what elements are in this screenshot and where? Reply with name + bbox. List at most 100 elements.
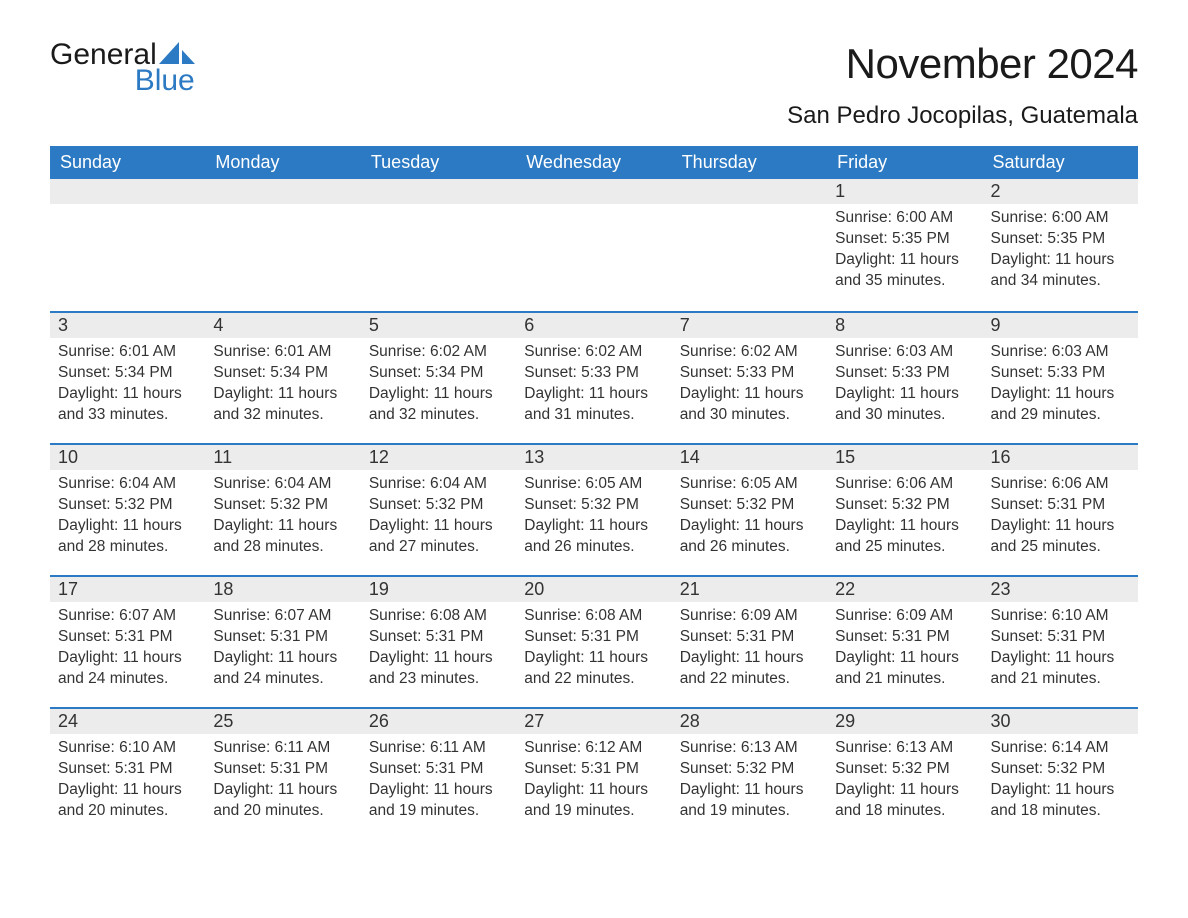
day-number: 14 [672, 443, 827, 470]
sunrise-text: Sunrise: 6:12 AM [524, 738, 663, 759]
daylight-text: Daylight: 11 hours and 19 minutes. [369, 780, 508, 822]
day-number: 27 [516, 707, 671, 734]
sunset-text: Sunset: 5:31 PM [680, 627, 819, 648]
day-header: Friday [827, 146, 982, 179]
daylight-text: Daylight: 11 hours and 34 minutes. [991, 250, 1130, 292]
daylight-text: Daylight: 11 hours and 27 minutes. [369, 516, 508, 558]
header: General Blue November 2024 San Pedro Joc… [50, 40, 1138, 140]
daylight-text: Daylight: 11 hours and 35 minutes. [835, 250, 974, 292]
sunset-text: Sunset: 5:33 PM [991, 363, 1130, 384]
day-header: Thursday [672, 146, 827, 179]
month-title: November 2024 [787, 40, 1138, 88]
day-details: Sunrise: 6:06 AMSunset: 5:31 PMDaylight:… [983, 470, 1138, 558]
calendar-cell [516, 179, 671, 311]
calendar-cell: 21Sunrise: 6:09 AMSunset: 5:31 PMDayligh… [672, 575, 827, 707]
daylight-text: Daylight: 11 hours and 24 minutes. [58, 648, 197, 690]
sunrise-text: Sunrise: 6:04 AM [213, 474, 352, 495]
day-number: 1 [827, 179, 982, 204]
day-number: 24 [50, 707, 205, 734]
daylight-text: Daylight: 11 hours and 28 minutes. [213, 516, 352, 558]
day-number: 2 [983, 179, 1138, 204]
daylight-text: Daylight: 11 hours and 30 minutes. [680, 384, 819, 426]
sunset-text: Sunset: 5:32 PM [369, 495, 508, 516]
daylight-text: Daylight: 11 hours and 33 minutes. [58, 384, 197, 426]
sunset-text: Sunset: 5:32 PM [524, 495, 663, 516]
calendar-cell: 7Sunrise: 6:02 AMSunset: 5:33 PMDaylight… [672, 311, 827, 443]
calendar-cell: 24Sunrise: 6:10 AMSunset: 5:31 PMDayligh… [50, 707, 205, 839]
daylight-text: Daylight: 11 hours and 25 minutes. [835, 516, 974, 558]
day-number: 16 [983, 443, 1138, 470]
sunset-text: Sunset: 5:31 PM [835, 627, 974, 648]
daylight-text: Daylight: 11 hours and 26 minutes. [680, 516, 819, 558]
calendar-cell: 22Sunrise: 6:09 AMSunset: 5:31 PMDayligh… [827, 575, 982, 707]
calendar-cell: 11 Sunrise: 6:04 AMSunset: 5:32 PMDayligh… [205, 443, 360, 575]
sunrise-text: Sunrise: 6:04 AM [369, 474, 508, 495]
sunset-text: Sunset: 5:32 PM [835, 495, 974, 516]
calendar-cell: 29Sunrise: 6:13 AMSunset: 5:32 PMDayligh… [827, 707, 982, 839]
daylight-text: Daylight: 11 hours and 24 minutes. [213, 648, 352, 690]
day-number: 3 [50, 311, 205, 338]
day-details: Sunrise: 6:02 AMSunset: 5:33 PMDaylight:… [516, 338, 671, 426]
calendar-cell: 16Sunrise: 6:06 AMSunset: 5:31 PMDayligh… [983, 443, 1138, 575]
day-details: Sunrise: 6:01 AMSunset: 5:34 PMDaylight:… [205, 338, 360, 426]
day-details: Sunrise: 6:11 AMSunset: 5:31 PMDaylight:… [361, 734, 516, 822]
daylight-text: Daylight: 11 hours and 30 minutes. [835, 384, 974, 426]
day-number: 22 [827, 575, 982, 602]
calendar-cell: 27Sunrise: 6:12 AMSunset: 5:31 PMDayligh… [516, 707, 671, 839]
day-header: Sunday [50, 146, 205, 179]
sunrise-text: Sunrise: 6:03 AM [991, 342, 1130, 363]
day-details: Sunrise: 6:08 AMSunset: 5:31 PMDaylight:… [361, 602, 516, 690]
sunset-text: Sunset: 5:32 PM [680, 759, 819, 780]
logo-text-blue: Blue [135, 64, 195, 97]
calendar-cell: 20Sunrise: 6:08 AMSunset: 5:31 PMDayligh… [516, 575, 671, 707]
day-details: Sunrise: 6:07 AMSunset: 5:31 PMDaylight:… [205, 602, 360, 690]
day-header: Wednesday [516, 146, 671, 179]
sunset-text: Sunset: 5:35 PM [835, 229, 974, 250]
calendar-week: 17Sunrise: 6:07 AMSunset: 5:31 PMDayligh… [50, 575, 1138, 707]
sunset-text: Sunset: 5:32 PM [213, 495, 352, 516]
daylight-text: Daylight: 11 hours and 32 minutes. [213, 384, 352, 426]
day-number: 29 [827, 707, 982, 734]
day-details: Sunrise: 6:06 AMSunset: 5:32 PMDaylight:… [827, 470, 982, 558]
sunrise-text: Sunrise: 6:10 AM [58, 738, 197, 759]
day-details: Sunrise: 6:04 AMSunset: 5:32 PMDaylight:… [361, 470, 516, 558]
daylight-text: Daylight: 11 hours and 29 minutes. [991, 384, 1130, 426]
sunset-text: Sunset: 5:34 PM [58, 363, 197, 384]
location-label: San Pedro Jocopilas, Guatemala [787, 102, 1138, 130]
calendar-cell [50, 179, 205, 311]
sunset-text: Sunset: 5:31 PM [991, 627, 1130, 648]
day-header-row: SundayMondayTuesdayWednesdayThursdayFrid… [50, 146, 1138, 179]
calendar-cell: 6Sunrise: 6:02 AMSunset: 5:33 PMDaylight… [516, 311, 671, 443]
day-details: Sunrise: 6:10 AMSunset: 5:31 PMDaylight:… [50, 734, 205, 822]
sunrise-text: Sunrise: 6:00 AM [835, 208, 974, 229]
daylight-text: Daylight: 11 hours and 18 minutes. [991, 780, 1130, 822]
day-number: 9 [983, 311, 1138, 338]
sunset-text: Sunset: 5:31 PM [369, 759, 508, 780]
calendar-cell: 25Sunrise: 6:11 AMSunset: 5:31 PMDayligh… [205, 707, 360, 839]
calendar-cell: 1 Sunrise: 6:00 AMSunset: 5:35 PMDaylight… [827, 179, 982, 311]
day-number: 5 [361, 311, 516, 338]
daylight-text: Daylight: 11 hours and 21 minutes. [835, 648, 974, 690]
sunset-text: Sunset: 5:31 PM [213, 627, 352, 648]
sunrise-text: Sunrise: 6:04 AM [58, 474, 197, 495]
sunrise-text: Sunrise: 6:01 AM [213, 342, 352, 363]
day-details: Sunrise: 6:00 AMSunset: 5:35 PMDaylight:… [983, 204, 1138, 292]
calendar-cell [205, 179, 360, 311]
sunset-text: Sunset: 5:31 PM [524, 627, 663, 648]
sunset-text: Sunset: 5:34 PM [213, 363, 352, 384]
day-number: 11 [205, 443, 360, 470]
sunrise-text: Sunrise: 6:05 AM [524, 474, 663, 495]
day-details: Sunrise: 6:07 AMSunset: 5:31 PMDaylight:… [50, 602, 205, 690]
calendar-cell: 30Sunrise: 6:14 AMSunset: 5:32 PMDayligh… [983, 707, 1138, 839]
day-details: Sunrise: 6:02 AMSunset: 5:33 PMDaylight:… [672, 338, 827, 426]
sunrise-text: Sunrise: 6:13 AM [835, 738, 974, 759]
daylight-text: Daylight: 11 hours and 23 minutes. [369, 648, 508, 690]
calendar-cell: 17Sunrise: 6:07 AMSunset: 5:31 PMDayligh… [50, 575, 205, 707]
daylight-text: Daylight: 11 hours and 19 minutes. [524, 780, 663, 822]
day-number: 30 [983, 707, 1138, 734]
daylight-text: Daylight: 11 hours and 20 minutes. [213, 780, 352, 822]
daylight-text: Daylight: 11 hours and 28 minutes. [58, 516, 197, 558]
day-details: Sunrise: 6:01 AMSunset: 5:34 PMDaylight:… [50, 338, 205, 426]
day-number: 15 [827, 443, 982, 470]
day-details: Sunrise: 6:11 AMSunset: 5:31 PMDaylight:… [205, 734, 360, 822]
